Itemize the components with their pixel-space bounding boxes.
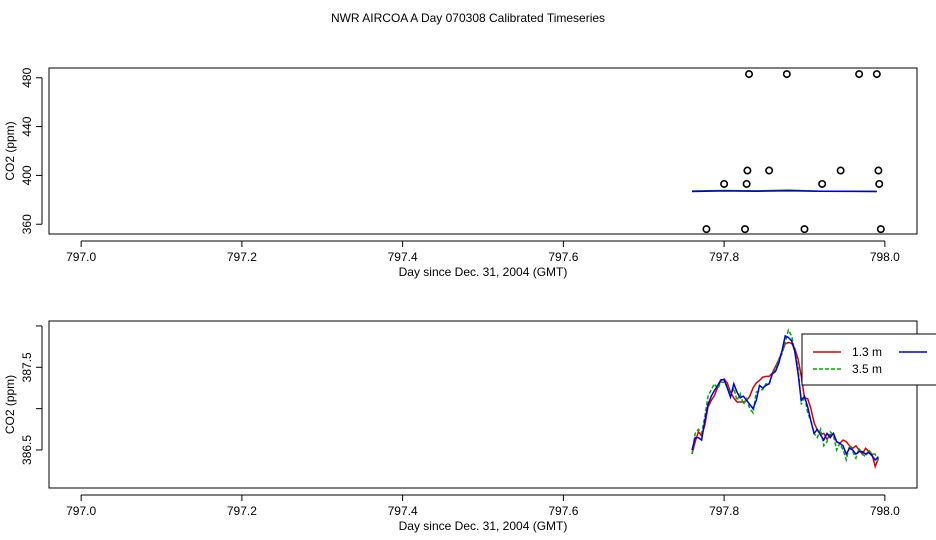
data-point [800,225,809,234]
x-tick-label: 797.6 [548,250,578,264]
x-tick-label: 798.0 [870,504,900,518]
y-tick-label: 387.5 [20,352,34,382]
panel-2: 797.0 797.2 797.4 797.6 797.8 798.0 Day since … [3,320,936,533]
legend-label: 1.3 m [852,345,882,359]
x-tick-label: 798.0 [870,250,900,264]
data-point [743,166,752,175]
x-tick-label: 797.0 [66,250,96,264]
data-point [765,166,774,175]
y-tick-label: 480 [20,67,34,87]
plot-data [691,328,880,469]
x-tick-label: 797.4 [388,504,418,518]
panel-1: 797.0 797.2 797.4 797.6 797.8 798.0 Day since … [3,67,918,279]
plot-frame [48,67,918,235]
x-tick-label: 797.8 [709,504,739,518]
data-point [855,70,864,79]
y-tick-label: 360 [20,214,34,234]
series-line-3 [691,334,879,462]
x-axis-label: Day since Dec. 31, 2004 (GMT) [399,519,568,533]
x-tick-label: 797.0 [66,504,96,518]
y-tick-label: 386.5 [20,435,34,465]
data-point [720,179,729,188]
data-point [818,179,827,188]
data-point [742,179,751,188]
y-tick-label: 440 [20,116,34,136]
x-tick-label: 797.2 [227,504,257,518]
legend: 1.3 m 3.5 m [801,333,936,386]
series-line-2 [691,328,880,463]
data-point [876,225,885,234]
data-point [745,70,754,79]
x-tick-label: 797.8 [709,250,739,264]
x-tick-label: 797.4 [388,250,418,264]
data-point [875,179,884,188]
data-point [836,166,845,175]
chart-title: NWR AIRCOA A Day 070308 Calibrated Times… [331,11,605,25]
x-axis-label: Day since Dec. 31, 2004 (GMT) [399,265,568,279]
plot-data [691,70,885,234]
legend-box [801,333,936,386]
y-axis-label: CO2 (ppm) [3,375,17,434]
x-tick-label: 797.6 [548,504,578,518]
data-point [782,70,791,79]
y-tick-label: 400 [20,165,34,185]
series-line-3 [691,189,877,193]
data-point [872,70,881,79]
x-tick-label: 797.2 [227,250,257,264]
plot-frame [48,320,918,489]
data-point [874,166,883,175]
y-axis-label: CO2 (ppm) [3,121,17,180]
legend-label: 3.5 m [852,362,882,376]
data-point [741,225,750,234]
data-point [702,225,711,234]
